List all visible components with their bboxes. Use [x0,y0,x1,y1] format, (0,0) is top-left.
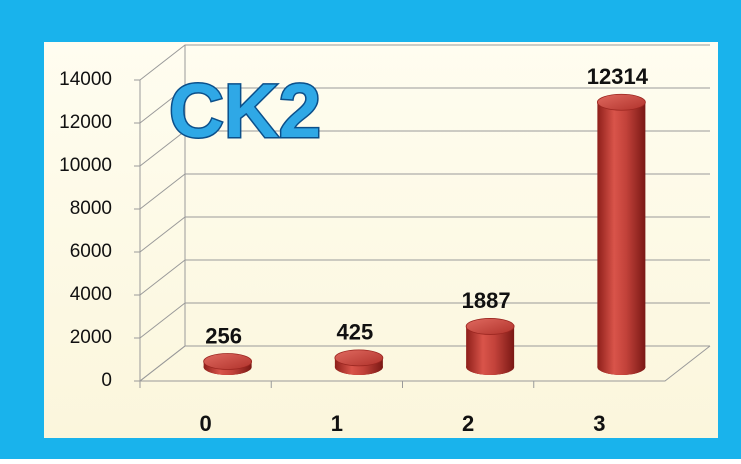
grid-line [139,44,710,81]
cylinder-top [465,318,515,335]
grid-line [139,216,710,253]
cylinder-top [334,349,384,367]
y-tick-label: 14000 [59,69,112,90]
grid-line [139,302,710,339]
bar [466,326,515,375]
cylinder-top [203,353,253,370]
grid-line [139,87,710,124]
value-label: 256 [205,323,242,348]
y-tick-label: 4000 [70,284,112,305]
bar [597,102,646,376]
y-tick-label: 2000 [70,327,112,348]
grid-line [139,345,710,382]
x-tick-label: 3 [593,411,605,436]
x-tick-label: 0 [200,411,212,436]
y-tick-label: 12000 [59,112,112,133]
y-tick-label: 10000 [59,155,112,176]
cylinder [334,349,384,375]
x-tick-label: 1 [331,411,343,436]
cylinder [465,318,515,375]
cylinder [596,93,646,376]
value-label: 12314 [587,64,649,89]
cylinder [203,353,253,375]
chart-title: CK2 [169,69,321,154]
cylinder-top [596,93,646,111]
value-label: 425 [337,320,374,345]
value-label: 1887 [462,288,511,313]
grid-line [139,130,710,167]
y-tick-label: 8000 [70,198,112,219]
x-tick-label: 2 [462,411,474,436]
y-tick-label: 6000 [70,241,112,262]
grid-line [139,173,710,210]
y-tick-label: 0 [101,370,112,391]
grid-line [139,259,710,296]
